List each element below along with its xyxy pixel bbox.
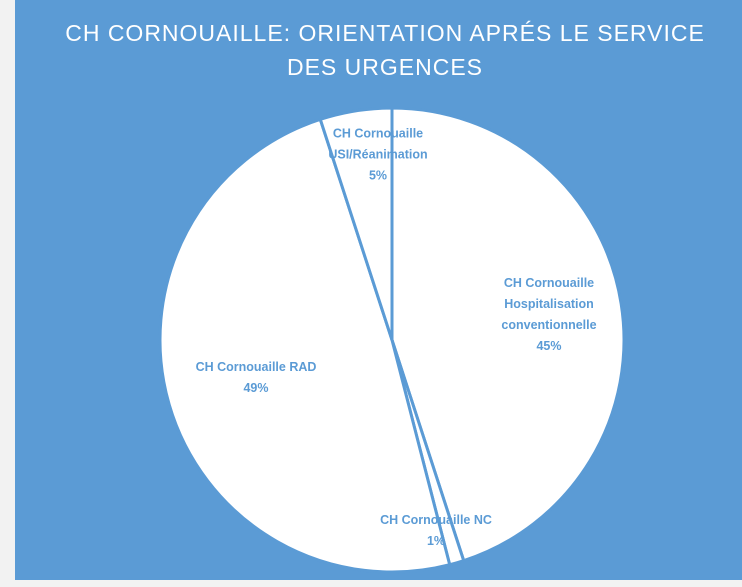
pie-slice xyxy=(158,117,452,574)
category-label: CH Cornouaille USI/Réanimation xyxy=(328,126,428,162)
category-label: CH Cornouaille Hospitalisation conventio… xyxy=(501,276,597,332)
value-label: 45% xyxy=(536,339,562,353)
value-label: 49% xyxy=(243,381,269,395)
chart-title: CH CORNOUAILLE: ORIENTATION APRÉS LE SER… xyxy=(65,20,705,80)
data-label: CH Cornouaille Hospitalisation conventio… xyxy=(487,273,612,357)
chart-panel: CH CORNOUAILLE: ORIENTATION APRÉS LE SER… xyxy=(15,0,742,580)
pie-slice xyxy=(318,106,394,342)
data-label: CH Cornouaille NC 1% xyxy=(361,510,511,552)
category-label: CH Cornouaille RAD xyxy=(195,360,317,374)
chart xyxy=(158,106,626,574)
category-label: CH Cornouaille NC xyxy=(380,513,492,527)
data-label: CH Cornouaille USI/Réanimation 5% xyxy=(311,124,446,187)
value-label: 1% xyxy=(426,534,446,548)
value-label: 5% xyxy=(368,168,388,183)
data-label: CH Cornouaille RAD 49% xyxy=(176,357,336,399)
pie-slice xyxy=(390,106,626,563)
